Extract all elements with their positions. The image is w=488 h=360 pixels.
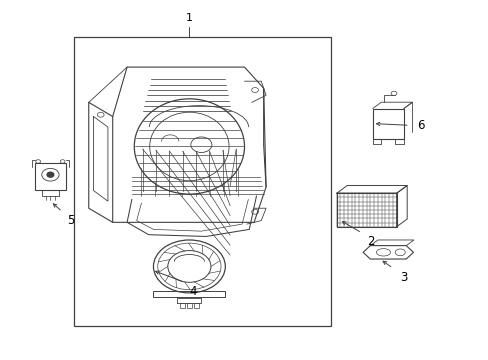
Text: 5: 5 [67,214,74,227]
Text: 4: 4 [189,285,197,298]
Text: 3: 3 [399,270,407,284]
Text: 1: 1 [185,13,192,23]
Bar [194,303,199,309]
Bar [336,193,396,227]
Bar [372,109,403,139]
Text: 6: 6 [416,119,424,132]
Text: 2: 2 [366,235,373,248]
Bar [74,37,330,327]
Circle shape [47,172,54,177]
Bar [153,291,225,297]
Bar [180,303,184,309]
Bar [186,303,191,309]
Bar [35,163,66,190]
